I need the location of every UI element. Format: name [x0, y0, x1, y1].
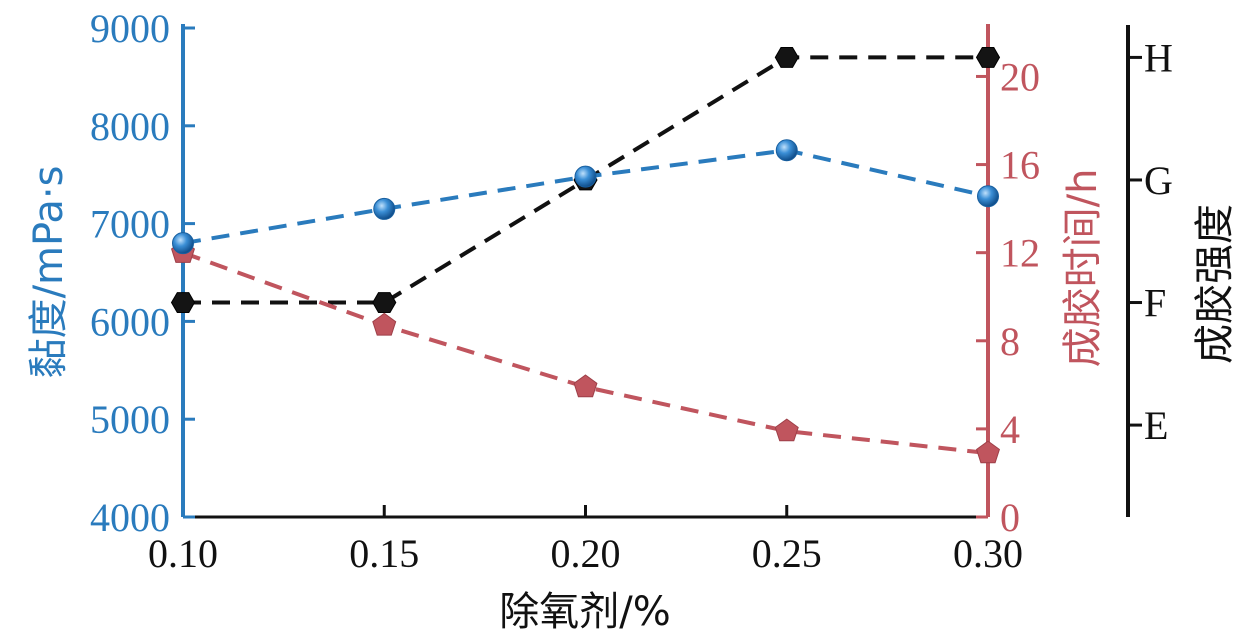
series-viscosity-point [373, 197, 396, 220]
series-left-line [182, 148, 989, 246]
left-tick-label: 9000 [90, 6, 170, 51]
series-gel-strength-point [170, 292, 196, 313]
right-axis-title: 成胶时间/h [1060, 169, 1106, 368]
left-axis-title: 黏度/mPa·s [26, 166, 72, 379]
series-viscosity-point [172, 232, 194, 255]
right-tick-label: 16 [1000, 143, 1040, 188]
right-tick-label: 0 [1000, 495, 1020, 540]
series-gel-time-point [774, 418, 799, 442]
right-tick-label: 20 [1000, 54, 1040, 99]
series-right-line [182, 250, 989, 456]
series-gel-strength-point [774, 47, 799, 68]
far-right-tick-label: E [1144, 403, 1168, 448]
left-tick-label: 7000 [90, 202, 170, 247]
x-axis-title: 除氧剂/% [499, 589, 670, 635]
left-tick-label: 5000 [90, 397, 170, 442]
x-tick-label: 0.10 [148, 531, 218, 576]
far-right-tick-label: H [1144, 35, 1173, 80]
x-tick-label: 0.15 [349, 531, 419, 576]
x-tick-label: 0.30 [953, 531, 1023, 576]
series-gel-strength-point [372, 292, 397, 313]
x-tick-label: 0.20 [551, 531, 621, 576]
left-tick-label: 8000 [90, 104, 170, 149]
series-gel-time-point [573, 374, 598, 398]
right-tick-label: 4 [1000, 407, 1020, 452]
series-gel-time-point [372, 312, 397, 336]
left-tick-label: 4000 [90, 495, 170, 540]
right-tick-label: 12 [1000, 231, 1040, 276]
right-tick-label: 8 [1000, 319, 1020, 364]
series-gel-time-point [976, 440, 1000, 464]
left-tick-label: 6000 [90, 299, 170, 344]
far-right-tick-label: G [1144, 158, 1173, 203]
x-tick-label: 0.25 [752, 531, 822, 576]
series-gel-strength-point [975, 47, 1001, 68]
series-viscosity-point [574, 165, 597, 188]
series-viscosity-point [977, 185, 999, 208]
series-viscosity-point [775, 139, 798, 162]
far-right-tick-label: F [1144, 281, 1166, 326]
far-right-axis-title: 成胶强度 [1192, 204, 1238, 364]
